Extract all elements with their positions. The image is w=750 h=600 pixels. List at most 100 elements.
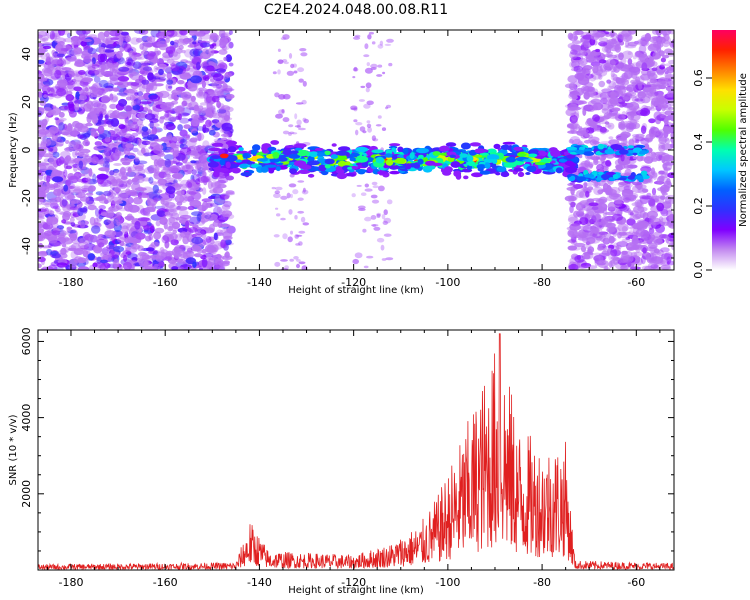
spectrogram-band-blob xyxy=(389,170,400,175)
spectrogram-noise-blob xyxy=(107,30,113,34)
spectrogram-band-blob xyxy=(566,146,578,151)
spectrogram-noise-blob xyxy=(224,195,230,200)
spectrogram-noise-blob xyxy=(211,263,221,270)
spectrogram-noise-blob xyxy=(164,158,171,168)
spectrogram-noise-blob xyxy=(571,223,580,227)
spectrogram-noise-blob xyxy=(72,120,80,128)
spectrogram-noise-blob xyxy=(192,261,197,269)
spectrogram-faint-blob xyxy=(286,70,295,76)
spectrogram-noise-blob xyxy=(191,236,204,245)
spectrogram-noise-blob xyxy=(42,42,52,46)
spectrogram-noise-blob xyxy=(218,261,230,267)
spectrogram-noise-blob xyxy=(115,215,124,224)
colorbar-ticks: 0.00.20.40.6 xyxy=(692,69,712,279)
spectrogram-noise-blob xyxy=(109,103,117,110)
spectrogram-noise-blob xyxy=(109,94,119,103)
spectrogram-noise-blob xyxy=(605,124,612,128)
spectrogram-noise-blob xyxy=(71,48,83,57)
spectrogram-noise-blob xyxy=(590,98,602,105)
spectrogram-noise-blob xyxy=(659,111,667,117)
spectrogram-noise-blob xyxy=(565,108,576,117)
spectrogram-noise-blob xyxy=(620,154,625,162)
spectrogram-noise-blob xyxy=(666,260,674,266)
spectrogram-noise-blob xyxy=(179,194,188,203)
spectrogram-noise-blob xyxy=(189,187,195,197)
spectrogram-noise-blob xyxy=(164,173,171,178)
spectrogram-faint-blob xyxy=(381,258,387,261)
spectrogram-noise-blob xyxy=(153,197,159,203)
spectrogram-noise-blob xyxy=(180,231,188,238)
spectrogram-band-blob xyxy=(449,154,456,158)
spectrogram-noise-blob xyxy=(51,230,61,236)
spectrogram-noise-blob xyxy=(73,256,84,264)
spectrogram-band-blob xyxy=(479,170,491,175)
spectrogram-noise-blob xyxy=(134,30,146,34)
spectrogram-noise-blob xyxy=(52,151,60,158)
spectrogram-band-blob xyxy=(225,161,231,169)
spectrogram-noise-blob xyxy=(132,56,143,60)
spectrogram-noise-blob xyxy=(38,170,47,177)
spectrogram-noise-blob xyxy=(69,199,82,204)
spectrogram-noise-blob xyxy=(116,92,128,96)
spectrogram-noise-blob xyxy=(74,58,83,65)
spectrogram-band-blob xyxy=(256,158,269,162)
spectrogram-noise-blob xyxy=(567,130,579,134)
spectrogram-noise-blob xyxy=(159,265,164,270)
spectrogram-band-blob xyxy=(215,167,229,173)
spectrogram-faint-blob xyxy=(382,220,388,225)
spectrogram-noise-blob xyxy=(55,133,61,141)
spectrogram-band-blob xyxy=(422,165,436,170)
spectrogram-noise-blob xyxy=(208,258,215,267)
spectrogram-noise-blob xyxy=(79,207,88,213)
spectrogram-noise-blob xyxy=(40,206,47,214)
spectrogram-noise-blob xyxy=(45,138,58,146)
spectrogram-band-blob xyxy=(525,172,531,175)
spectrogram-band-blob xyxy=(384,153,393,158)
spectrogram-band-blob xyxy=(534,162,546,166)
spectrogram-noise-blob xyxy=(109,196,122,205)
spectrogram-noise-blob xyxy=(138,258,148,267)
spectrogram-faint-blob xyxy=(371,199,380,204)
spectrogram-noise-blob xyxy=(121,225,129,235)
spectrogram-noise-blob xyxy=(566,226,577,231)
spectrogram-faint-blob xyxy=(373,226,381,231)
spectrogram-noise-blob xyxy=(221,133,229,137)
spectrogram-noise-blob xyxy=(127,253,138,260)
spectrogram-band-blob xyxy=(275,166,281,172)
spectrogram-noise-blob xyxy=(118,66,130,72)
spectrogram-noise-blob xyxy=(584,133,590,138)
spectrogram-noise-blob xyxy=(132,104,141,111)
spectrogram-noise-blob xyxy=(146,36,152,42)
spectrogram-noise-blob xyxy=(109,170,115,176)
spectrogram-noise-blob xyxy=(102,49,115,53)
spectrogram-noise-blob xyxy=(78,33,86,41)
snr-y-tick-label: 2000 xyxy=(20,480,33,508)
spectrogram-noise-blob xyxy=(174,194,185,203)
spectrogram-band-blob xyxy=(502,141,516,145)
spectrogram-noise-blob xyxy=(168,208,178,217)
spectrogram-noise-blob xyxy=(651,193,657,199)
spectrogram-noise-blob xyxy=(124,166,137,172)
spectrogram-noise-blob xyxy=(114,150,122,157)
spectrogram-noise-blob xyxy=(93,76,101,83)
spectrogram-noise-blob xyxy=(58,30,66,36)
spectrogram-noise-blob xyxy=(193,253,203,258)
spectrogram-noise-blob xyxy=(606,227,616,233)
spectrogram-noise-blob xyxy=(190,95,196,102)
spectrogram-faint-blob xyxy=(380,244,385,251)
spectrogram-noise-blob xyxy=(190,160,197,164)
spectrogram-noise-blob xyxy=(138,74,144,82)
spectrogram-noise-blob xyxy=(143,152,154,157)
spectrogram-faint-blob xyxy=(295,102,304,105)
spectrogram-noise-blob xyxy=(650,250,661,255)
spectrogram-noise-blob xyxy=(49,30,55,40)
spectrogram-faint-blob xyxy=(271,186,276,190)
spectrogram-noise-blob xyxy=(201,198,213,203)
spectrogram-noise-blob xyxy=(615,245,620,251)
spectrogram-noise-blob xyxy=(220,239,227,249)
spectrogram-band-blob xyxy=(517,171,525,177)
spectrogram-faint-blob xyxy=(287,236,293,243)
spectrogram-noise-blob xyxy=(218,107,227,114)
spectrogram-faint-blob xyxy=(297,197,304,201)
spectrogram-noise-blob xyxy=(69,211,78,218)
